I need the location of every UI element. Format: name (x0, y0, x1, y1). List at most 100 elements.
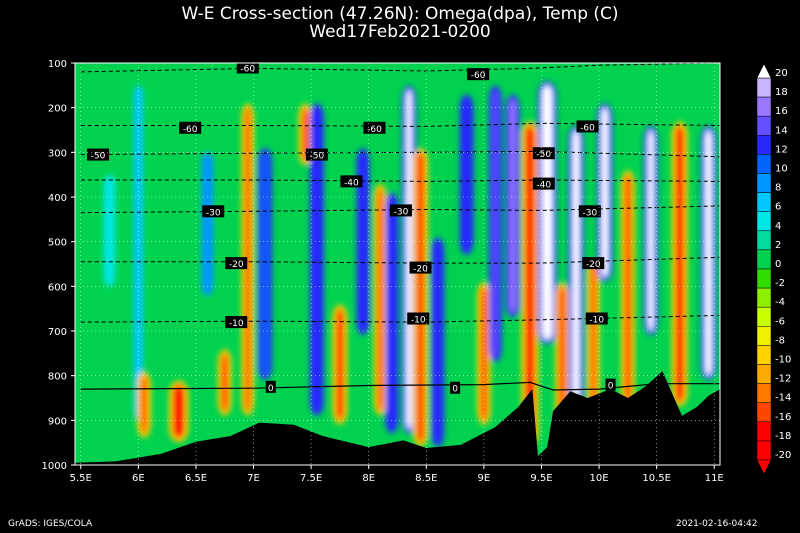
contour-label-bg-0 (236, 61, 259, 74)
colorbar-label-1: 18 (775, 87, 788, 98)
colorbar-swatch-17 (756, 402, 772, 423)
contour-label-5: -50 (91, 152, 106, 162)
omega-band-29 (675, 125, 684, 403)
contour-label-bg-10 (202, 205, 225, 218)
colorbar-label-19: -18 (775, 431, 791, 442)
contour-label-bg-14 (409, 261, 432, 274)
omega-band-19 (493, 89, 498, 358)
contour-label-13: -20 (229, 260, 244, 270)
chart-subtitle: Wed17Feb2021-0200 (309, 22, 491, 42)
colorbar-label-15: -10 (775, 355, 791, 366)
x-tick-label-8: 9.5E (530, 473, 552, 484)
colorbar-swatch-3 (756, 135, 772, 155)
timestamp-label: 2021-02-16-04:42 (676, 519, 758, 529)
omega-band-12 (377, 188, 383, 412)
colorbar-swatch-10 (756, 268, 772, 289)
isotherm-line-2 (80, 150, 720, 158)
contour-label-bg-20 (450, 381, 461, 394)
y-tick-label-8: 900 (48, 416, 67, 427)
chart-title: W-E Cross-section (47.26N): Omega(dpa), … (181, 4, 619, 24)
colorbar-label-10: 0 (775, 259, 781, 270)
colorbar-top-arrow (756, 63, 772, 79)
colorbar-swatch-8 (756, 230, 772, 251)
colorbar-label-18: -16 (775, 412, 791, 423)
contour-label-6: -50 (310, 152, 325, 162)
contour-label-bg-9 (532, 177, 555, 190)
x-tick-label-9: 10E (590, 473, 609, 484)
omega-band-6 (245, 107, 251, 412)
x-tick-label-5: 8E (362, 473, 375, 484)
y-tick-label-4: 500 (48, 238, 67, 249)
contour-label-bg-15 (582, 257, 605, 270)
omega-band-9 (313, 107, 320, 412)
y-tick-label-6: 700 (48, 327, 67, 338)
y-tick-label-7: 800 (48, 372, 67, 383)
contour-label-bg-17 (407, 312, 430, 325)
contour-label-18: -10 (589, 315, 604, 325)
omega-band-13 (389, 197, 395, 430)
omega-band-0 (103, 174, 116, 287)
contour-label-4: -60 (580, 123, 595, 133)
terrain-profile (75, 371, 720, 465)
contour-label-bg-5 (87, 148, 110, 161)
colorbar-swatch-11 (756, 287, 772, 308)
colorbar-label-14: -8 (775, 335, 785, 346)
x-tick-label-2: 6.5E (185, 473, 207, 484)
omega-band-2 (141, 375, 147, 434)
credit-label: GrADS: IGES/COLA (8, 519, 93, 529)
omega-band-10 (336, 308, 344, 421)
colorbar-label-20: -20 (775, 450, 791, 461)
contour-label-bg-19 (265, 380, 276, 393)
contour-label-bg-7 (532, 147, 555, 160)
colorbar-swatch-14 (756, 345, 772, 365)
colorbar-swatch-9 (756, 249, 772, 270)
isotherm-line-7 (80, 381, 720, 391)
colorbar-label-9: 2 (775, 240, 781, 251)
omega-band-26 (601, 107, 609, 278)
contour-label-15: -20 (586, 260, 601, 270)
contour-label-9: -40 (536, 181, 551, 191)
omega-band-15 (417, 152, 424, 443)
colorbar-label-6: 8 (775, 183, 781, 194)
x-tick-label-6: 8.5E (415, 473, 437, 484)
omega-band-30 (705, 130, 712, 376)
colorbar-swatch-13 (756, 326, 772, 346)
colorbar-label-11: -2 (775, 278, 785, 289)
plot-axes: 5.5E 6E 6.5E 7E 7.5E 8E 8.5E 9E 9.5E 10E 10.5E 11E 1… (42, 59, 724, 484)
colorbar-bottom-arrow (756, 459, 772, 475)
contour-label-bg-4 (576, 120, 599, 133)
contour-label-bg-8 (340, 175, 363, 188)
colorbar: 20181614121086420-2-4-6-8-10-12-14-16-18… (756, 63, 791, 475)
y-tick-label-3: 400 (48, 193, 67, 204)
contour-label-7: -50 (536, 150, 551, 160)
colorbar-swatch-18 (756, 421, 772, 442)
colorbar-label-4: 12 (775, 144, 788, 155)
contour-label-14: -20 (413, 265, 428, 275)
terrain-fill (75, 371, 720, 465)
omega-band-24 (572, 130, 580, 403)
colorbar-swatch-16 (756, 383, 772, 403)
colorbar-swatch-7 (756, 211, 772, 232)
colorbar-label-13: -6 (775, 316, 785, 327)
contour-label-19: 0 (268, 384, 274, 394)
x-tick-label-11: 11E (705, 473, 724, 484)
y-tick-label-5: 600 (48, 282, 67, 293)
omega-band-3 (172, 384, 185, 439)
contour-label-bg-11 (389, 204, 412, 217)
colorbar-swatch-1 (756, 96, 772, 117)
contour-label-10: -30 (206, 208, 221, 218)
x-tick-label-0: 5.5E (70, 473, 92, 484)
y-tick-label-9: 1000 (42, 461, 67, 472)
contour-label-bg-3 (363, 121, 386, 134)
contour-label-3: -60 (367, 125, 382, 135)
omega-band-7 (262, 152, 268, 376)
colorbar-swatch-2 (756, 115, 772, 136)
omega-band-21 (525, 125, 535, 443)
omega-band-18 (481, 286, 487, 421)
y-tick-label-1: 200 (48, 104, 67, 115)
colorbar-label-12: -4 (775, 297, 785, 308)
y-tick-label-0: 100 (48, 59, 67, 70)
omega-band-23 (559, 286, 566, 430)
contour-label-bg-2 (179, 121, 202, 134)
